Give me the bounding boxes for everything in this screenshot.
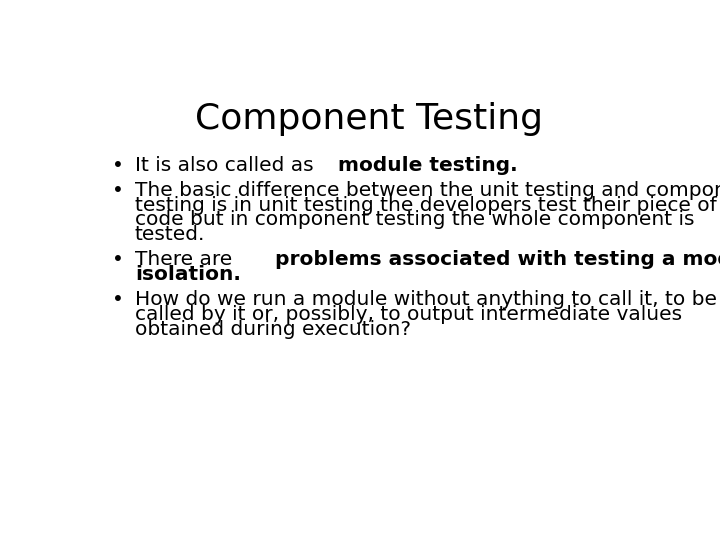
Text: problems associated with testing a module in: problems associated with testing a modul…: [275, 251, 720, 269]
Text: code but in component testing the whole component is: code but in component testing the whole …: [135, 210, 695, 230]
Text: •: •: [112, 291, 124, 309]
Text: tested.: tested.: [135, 225, 205, 244]
Text: testing is in unit testing the developers test their piece of: testing is in unit testing the developer…: [135, 195, 716, 215]
Text: The basic difference between the unit testing and component: The basic difference between the unit te…: [135, 181, 720, 200]
Text: •: •: [112, 181, 124, 200]
Text: •: •: [112, 251, 124, 269]
Text: It is also called as: It is also called as: [135, 156, 320, 174]
Text: Component Testing: Component Testing: [195, 102, 543, 136]
Text: •: •: [112, 156, 124, 174]
Text: isolation.: isolation.: [135, 265, 240, 284]
Text: obtained during execution?: obtained during execution?: [135, 320, 411, 339]
Text: called by it or, possibly, to output intermediate values: called by it or, possibly, to output int…: [135, 305, 682, 324]
Text: How do we run a module without anything to call it, to be: How do we run a module without anything …: [135, 291, 717, 309]
Text: module testing.: module testing.: [338, 156, 518, 174]
Text: There are: There are: [135, 251, 238, 269]
